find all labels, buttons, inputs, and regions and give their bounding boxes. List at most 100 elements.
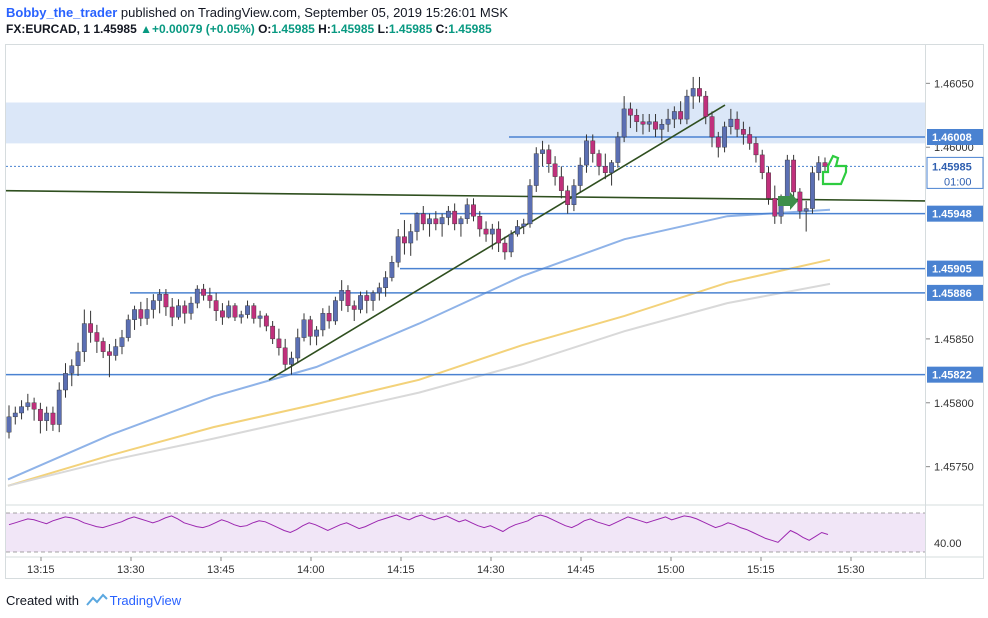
level-price-badge bbox=[927, 205, 983, 222]
bullish-candle bbox=[803, 208, 809, 212]
author-name[interactable]: Bobby_the_trader bbox=[6, 5, 118, 20]
bearish-candle bbox=[232, 305, 238, 318]
bullish-candle bbox=[226, 305, 232, 318]
bullish-candle bbox=[508, 233, 514, 253]
rsi-line bbox=[8, 514, 829, 543]
last-price: 1.45985 bbox=[93, 22, 137, 36]
bearish-candle bbox=[420, 213, 426, 225]
bearish-candle bbox=[138, 309, 144, 319]
rsi-band bbox=[6, 513, 925, 552]
bearish-candle bbox=[276, 338, 282, 349]
bullish-candle bbox=[320, 313, 326, 331]
price-tick-label: 1.45850 bbox=[934, 334, 974, 346]
bullish-candle bbox=[684, 95, 690, 120]
bearish-candle bbox=[37, 408, 43, 421]
bullish-candle bbox=[784, 159, 790, 202]
current-price-label: 1.45985 bbox=[932, 161, 972, 173]
time-tick-label: 15:30 bbox=[837, 564, 865, 576]
level-price-label: 1.45948 bbox=[932, 209, 972, 221]
moving-average-yellow bbox=[7, 258, 831, 487]
bearish-candle bbox=[471, 204, 476, 217]
bearish-candle bbox=[402, 236, 407, 244]
bullish-candle bbox=[515, 226, 520, 235]
bullish-candle bbox=[301, 319, 307, 338]
tradingview-brand[interactable]: TradingView bbox=[109, 593, 182, 608]
bearish-candle bbox=[452, 210, 458, 225]
bullish-candle bbox=[289, 357, 294, 365]
bearish-candle bbox=[734, 118, 740, 130]
bullish-candle bbox=[81, 323, 87, 352]
bullish-candle bbox=[383, 277, 389, 288]
bullish-candle bbox=[728, 118, 734, 127]
bullish-candle bbox=[439, 217, 445, 225]
bearish-candle bbox=[163, 293, 169, 308]
bullish-candle bbox=[464, 204, 470, 219]
bearish-candle bbox=[50, 412, 56, 425]
bullish-candle bbox=[19, 406, 24, 414]
price-tick-label: 1.46000 bbox=[934, 142, 974, 154]
bullish-candle bbox=[245, 305, 250, 315]
bearish-candle bbox=[709, 116, 715, 138]
bullish-candle bbox=[339, 290, 345, 301]
bullish-candle bbox=[56, 389, 62, 425]
bearish-candle bbox=[715, 136, 721, 148]
bearish-candle bbox=[640, 121, 646, 125]
bearish-candle bbox=[345, 290, 351, 306]
level-price-label: 1.46008 bbox=[932, 132, 972, 144]
price-axis[interactable] bbox=[926, 44, 984, 579]
high-value: 1.45985 bbox=[330, 22, 375, 36]
bearish-candle bbox=[364, 295, 370, 301]
price-tick-label: 1.46050 bbox=[934, 78, 974, 90]
thumbs-up-icon bbox=[821, 154, 848, 186]
bullish-candle bbox=[194, 288, 200, 304]
bullish-candle bbox=[333, 300, 338, 322]
bearish-candle bbox=[766, 172, 771, 199]
bearish-candle bbox=[220, 310, 225, 318]
level-price-label: 1.45822 bbox=[932, 370, 972, 382]
close-label: C: bbox=[435, 22, 449, 36]
bullish-candle bbox=[176, 305, 181, 318]
chart-frame bbox=[5, 44, 926, 579]
bullish-candle bbox=[584, 140, 589, 166]
countdown-label: 01:00 bbox=[944, 176, 972, 188]
bearish-candle bbox=[100, 341, 106, 352]
bearish-candle bbox=[496, 228, 501, 244]
bearish-candle bbox=[483, 228, 489, 235]
bearish-candle bbox=[433, 218, 439, 225]
bullish-candle bbox=[44, 412, 50, 421]
bearish-candle bbox=[282, 347, 288, 365]
bullish-candle bbox=[571, 185, 577, 205]
bearish-candle bbox=[759, 154, 765, 173]
bearish-candle bbox=[741, 129, 746, 135]
current-price-badge bbox=[926, 156, 984, 189]
bearish-candle bbox=[351, 305, 357, 310]
price-change: +0.00079 (+0.05%) bbox=[151, 22, 255, 36]
bullish-candle bbox=[188, 302, 194, 314]
bullish-candle bbox=[489, 228, 495, 235]
bearish-candle bbox=[634, 115, 640, 122]
bearish-candle bbox=[169, 306, 175, 318]
bullish-candle bbox=[810, 172, 815, 209]
bullish-candle bbox=[358, 295, 363, 310]
bearish-candle bbox=[270, 325, 276, 340]
bullish-candle bbox=[63, 373, 68, 391]
moving-average-blue bbox=[7, 208, 831, 481]
moving-average-gray bbox=[7, 282, 831, 487]
rsi-axis-label: 40.00 bbox=[934, 538, 962, 550]
bearish-candle bbox=[502, 242, 508, 253]
bullish-candle bbox=[722, 126, 727, 148]
bullish-candle bbox=[521, 223, 527, 227]
bearish-candle bbox=[31, 402, 37, 410]
bullish-candle bbox=[75, 351, 81, 366]
price-tick-label: 1.45750 bbox=[934, 462, 974, 474]
entry-arrow-icon bbox=[778, 192, 798, 210]
close-value: 1.45985 bbox=[448, 22, 492, 36]
bearish-candle bbox=[213, 300, 219, 311]
bearish-candle bbox=[88, 323, 94, 333]
level-price-label: 1.45905 bbox=[932, 264, 972, 276]
level-price-badge bbox=[927, 366, 983, 383]
bullish-candle bbox=[144, 309, 150, 319]
bearish-candle bbox=[263, 315, 269, 327]
bullish-candle bbox=[132, 309, 137, 320]
